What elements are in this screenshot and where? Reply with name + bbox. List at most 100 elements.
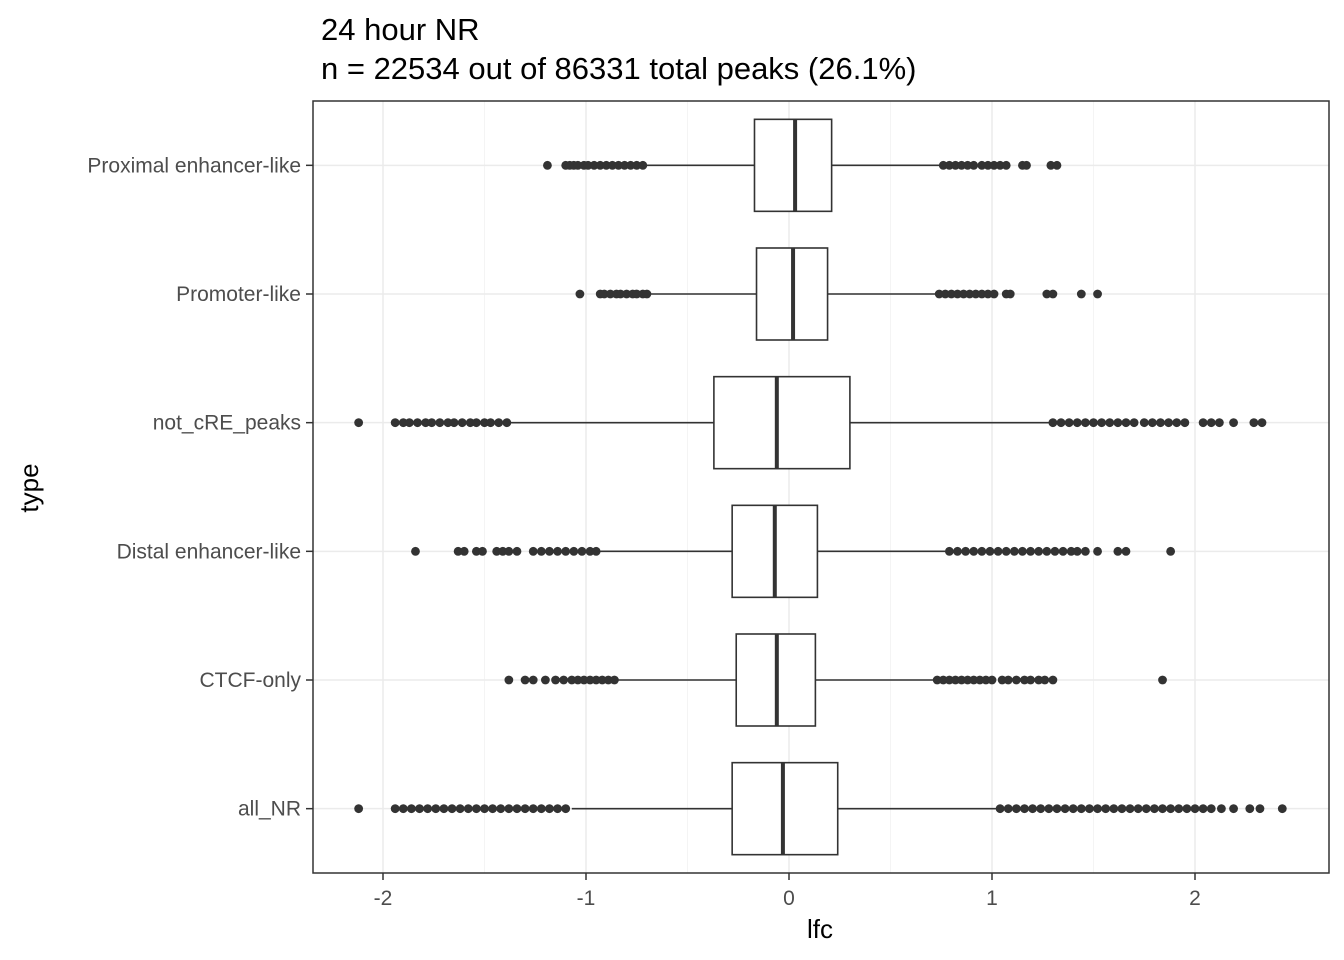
outlier-point [607,160,617,170]
outlier-point [567,675,577,685]
outlier-point [528,675,538,685]
outlier-point [1068,804,1078,814]
outlier-point [605,289,615,299]
outlier-point [455,804,465,814]
outlier-point [390,418,400,428]
box-iqr [753,118,833,213]
x-tick-label: -2 [374,887,393,910]
outlier-point [626,160,636,170]
outlier-point [1158,675,1167,685]
outlier-point [579,675,589,685]
outlier-point [1093,546,1102,556]
outlier-point [1056,418,1066,428]
outlier-point [599,289,609,299]
outlier-point [1164,418,1174,428]
x-axis-title: lfc [807,914,833,944]
outlier-point [953,546,962,556]
outlier-point [957,160,966,170]
outlier-point [471,418,481,428]
outlier-point [1190,804,1200,814]
outlier-point [1113,418,1123,428]
outlier-point [1139,418,1149,428]
outlier-point [1020,675,1029,685]
outlier-point [1044,804,1054,814]
outlier-point [1141,804,1151,814]
outlier-point [1003,804,1013,814]
outlier-point [961,546,971,556]
outlier-point [449,418,459,428]
outlier-point [435,418,445,428]
outlier-point [528,804,538,814]
y-tick-label: all_NR [238,798,301,821]
outlier-point [1042,546,1052,556]
outlier-point [1085,804,1094,814]
outlier-point [1229,418,1238,428]
outlier-point [471,804,481,814]
outlier-point [595,160,605,170]
outlier-point [421,418,431,428]
outlier-point [944,675,954,685]
outlier-point [610,675,619,685]
outlier-point [488,804,498,814]
outlier-point [977,546,987,556]
outlier-point [1050,546,1060,556]
outlier-point [983,289,993,299]
outlier-point [496,804,506,814]
outlier-point [354,418,364,428]
outlier-point [520,804,530,814]
outlier-point [614,160,623,170]
outlier-point [591,675,601,685]
y-tick-label: Promoter-like [176,283,301,306]
y-tick-label: CTCF-only [199,669,301,692]
outlier-point [504,546,514,556]
outlier-point [585,546,595,556]
outlier-point [545,804,554,814]
outlier-point [494,418,504,428]
outlier-point [591,546,601,556]
outlier-point [965,289,975,299]
outlier-point [536,546,546,556]
outlier-point [638,160,648,170]
outlier-point [989,289,999,299]
panel-border [312,100,1330,874]
outlier-point [480,804,489,814]
outlier-point [1034,546,1044,556]
outlier-point [997,675,1007,685]
outlier-point [453,546,463,556]
outlier-point [934,289,944,299]
outlier-point [944,160,954,170]
outlier-point [1076,804,1086,814]
outlier-point [1001,546,1011,556]
outlier-point [551,675,560,685]
outlier-point [1257,418,1267,428]
outlier-point [512,804,522,814]
outlier-point [597,675,607,685]
outlier-point [1080,546,1090,556]
outlier-point [1066,546,1076,556]
outlier-point [1026,546,1035,556]
outlier-point [1172,418,1182,428]
outlier-point [985,546,995,556]
outlier-point [1064,418,1074,428]
outlier-point [1058,546,1068,556]
outlier-point [620,160,629,170]
outlier-point [553,546,562,556]
outlier-point [1182,804,1192,814]
outlier-point [1005,289,1015,299]
outlier-point [995,804,1005,814]
outlier-point [1040,675,1050,685]
outlier-point [1255,804,1265,814]
outlier-point [1156,418,1165,428]
outlier-point [1166,804,1176,814]
outlier-point [486,418,495,428]
outlier-point [1060,804,1070,814]
outlier-point [1089,418,1098,428]
outlier-point [977,160,987,170]
outlier-point [404,418,414,428]
outlier-point [642,289,652,299]
outlier-point [963,160,973,170]
outlier-point [575,289,585,299]
outlier-point [1003,675,1013,685]
outlier-point [528,546,538,556]
outlier-point [1026,675,1035,685]
